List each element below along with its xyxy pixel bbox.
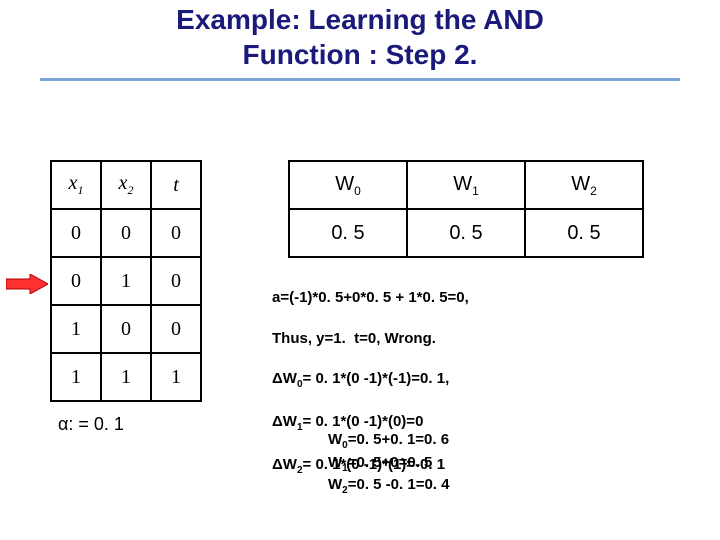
table-row: 0. 5 0. 5 0. 5: [289, 209, 643, 257]
table-row: 1 1 1: [51, 353, 201, 401]
cell: 1: [151, 353, 201, 401]
cell: 0. 5: [407, 209, 525, 257]
cell: 1: [101, 257, 151, 305]
th-w2: W2: [525, 161, 643, 209]
title-rule: [40, 78, 680, 81]
cell: 0: [151, 209, 201, 257]
cell: 0. 5: [525, 209, 643, 257]
th-w1: W1: [407, 161, 525, 209]
cell: 1: [101, 353, 151, 401]
table-row: W0 W1 W2: [289, 161, 643, 209]
page-title: Example: Learning the AND Function : Ste…: [0, 0, 720, 72]
th-x1: x1: [51, 161, 101, 209]
delta-icon: Δ: [272, 456, 283, 473]
current-row-arrow-icon: [6, 274, 48, 294]
weights-table: W0 W1 W2 0. 5 0. 5 0. 5: [288, 160, 644, 258]
table-row: 1 0 0: [51, 305, 201, 353]
cell: 0. 5: [289, 209, 407, 257]
table-row: 0 1 0: [51, 257, 201, 305]
calc-l1: a=(-1)*0. 5+0*0. 5 + 1*0. 5=0,: [272, 289, 469, 306]
truth-table: x1 x2 t 0 0 0 0 1 0 1 0 0 1 1 1: [50, 160, 202, 402]
delta-icon: Δ: [272, 413, 283, 430]
alpha-symbol: α: [58, 414, 68, 434]
calc-l2: Thus, y=1. t=0, Wrong.: [272, 330, 436, 347]
cell: 0: [51, 209, 101, 257]
cell: 1: [51, 305, 101, 353]
cell: 1: [51, 353, 101, 401]
table-row: x1 x2 t: [51, 161, 201, 209]
arrow-shape: [6, 274, 48, 294]
cell: 0: [101, 209, 151, 257]
th-x2: x2: [101, 161, 151, 209]
title-line1: Example: Learning the AND: [176, 4, 544, 35]
title-line2: Function : Step 2.: [243, 39, 478, 70]
cell: 0: [151, 305, 201, 353]
alpha-text: α: = 0. 1: [58, 414, 124, 435]
updates-text: W0=0. 5+0. 1=0. 6 W1=0. 5+0=0. 5 W2=0. 5…: [328, 430, 449, 498]
cell: 0: [151, 257, 201, 305]
th-t: t: [151, 161, 201, 209]
delta-icon: Δ: [272, 370, 283, 387]
table-row: 0 0 0: [51, 209, 201, 257]
cell: 0: [101, 305, 151, 353]
th-w0: W0: [289, 161, 407, 209]
cell: 0: [51, 257, 101, 305]
